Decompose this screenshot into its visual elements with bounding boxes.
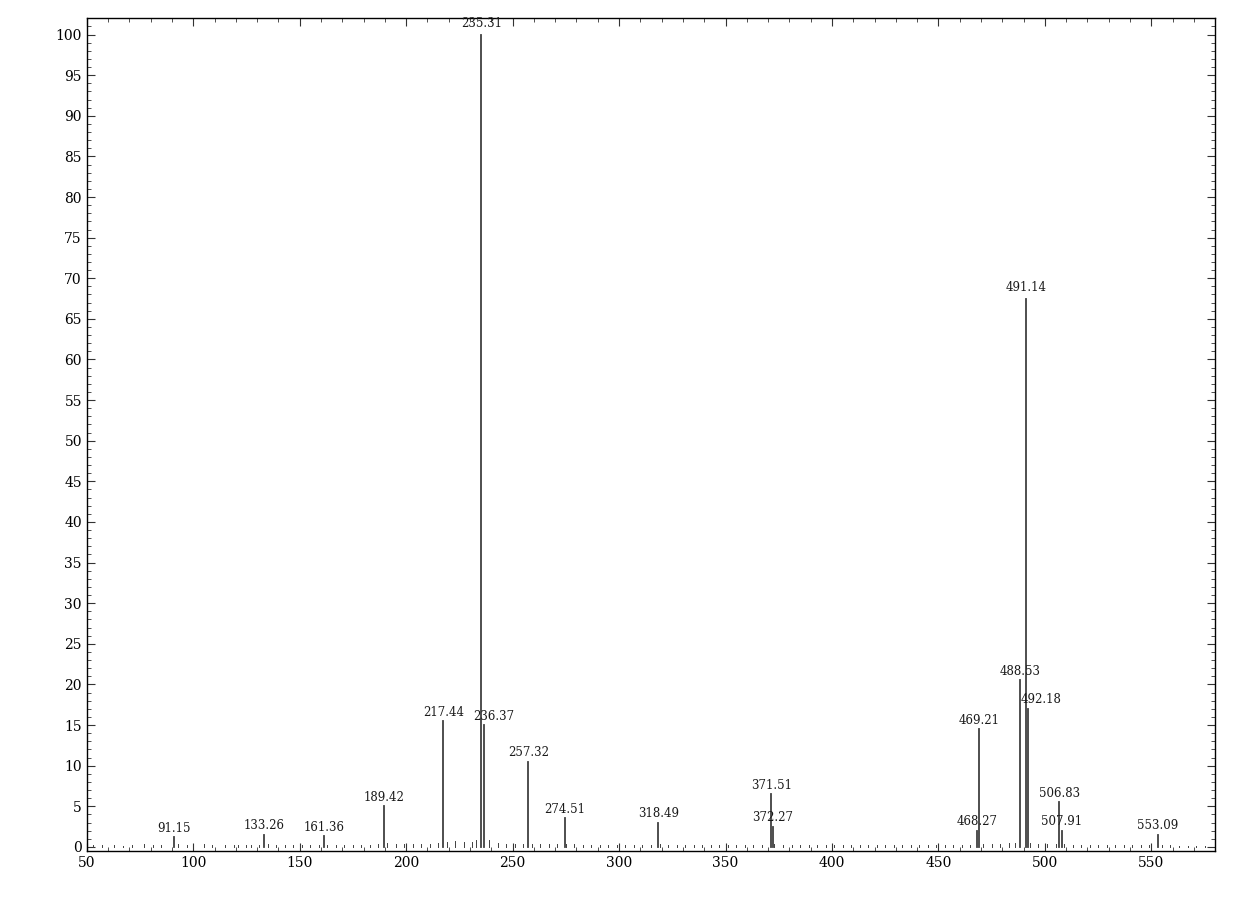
Text: 371.51: 371.51 xyxy=(750,779,792,791)
Text: 469.21: 469.21 xyxy=(959,714,999,727)
Text: 492.18: 492.18 xyxy=(1021,694,1061,706)
Text: 235.31: 235.31 xyxy=(461,17,502,30)
Text: 161.36: 161.36 xyxy=(304,821,345,834)
Text: 91.15: 91.15 xyxy=(157,822,191,834)
Text: 133.26: 133.26 xyxy=(243,819,284,833)
Text: 189.42: 189.42 xyxy=(363,791,404,804)
Text: 553.09: 553.09 xyxy=(1137,819,1178,833)
Text: 488.53: 488.53 xyxy=(999,665,1040,678)
Text: 236.37: 236.37 xyxy=(474,710,515,723)
Text: 491.14: 491.14 xyxy=(1006,282,1047,295)
Text: 274.51: 274.51 xyxy=(544,803,585,816)
Text: 217.44: 217.44 xyxy=(423,705,464,718)
Text: 468.27: 468.27 xyxy=(957,815,998,828)
Text: 506.83: 506.83 xyxy=(1039,787,1080,800)
Text: 372.27: 372.27 xyxy=(753,811,794,824)
Text: 507.91: 507.91 xyxy=(1042,815,1083,828)
Text: 257.32: 257.32 xyxy=(507,746,548,759)
Text: 318.49: 318.49 xyxy=(637,807,680,820)
